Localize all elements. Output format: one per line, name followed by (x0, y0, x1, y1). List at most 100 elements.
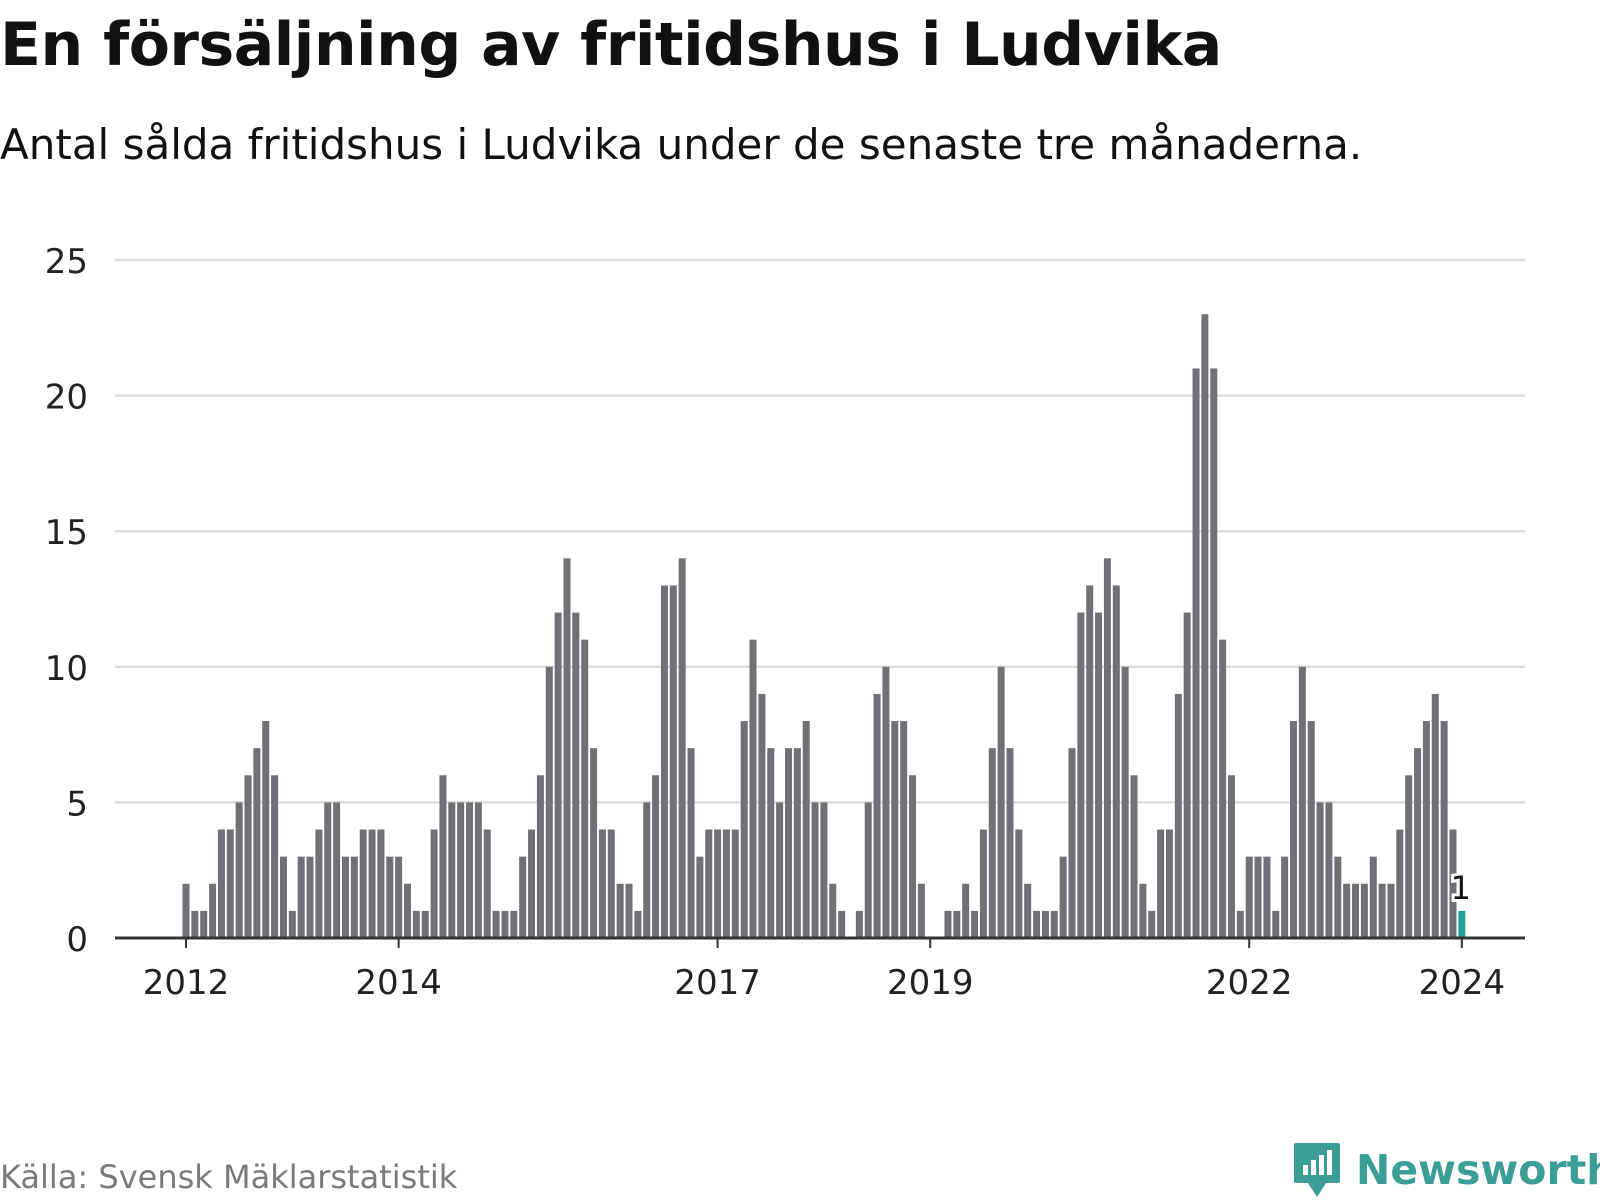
bar (607, 829, 615, 938)
bar (1449, 829, 1457, 938)
bar (625, 883, 633, 938)
bar (182, 883, 190, 938)
bar (962, 883, 970, 938)
bar (1201, 314, 1209, 938)
bar (404, 883, 411, 938)
bar (917, 883, 925, 938)
y-tick-label: 20 (45, 378, 88, 418)
bar (882, 666, 890, 938)
bar (333, 802, 341, 938)
bar (466, 802, 474, 938)
x-tick-label: 2017 (674, 963, 761, 1003)
bar (1263, 856, 1271, 938)
bar (979, 829, 987, 938)
bar (1440, 721, 1448, 938)
bar (652, 775, 660, 938)
bar (217, 829, 225, 938)
bar (776, 802, 784, 938)
bar (616, 883, 624, 938)
bar (1112, 585, 1120, 938)
x-tick-label: 2022 (1206, 963, 1293, 1003)
bar (1245, 856, 1253, 938)
bar (811, 802, 819, 938)
bar (1360, 883, 1368, 938)
bar (510, 910, 518, 938)
bar (1033, 910, 1041, 938)
bar (678, 558, 686, 938)
bar (350, 856, 358, 938)
bar (1165, 829, 1173, 938)
bar (1254, 856, 1262, 938)
bar (412, 910, 420, 938)
source-note: Källa: Svensk Mäklarstatistik (0, 1158, 458, 1196)
bar (714, 829, 722, 938)
x-tick-label: 2019 (887, 963, 974, 1003)
bar (1422, 721, 1430, 938)
bar (669, 585, 677, 938)
y-tick-label: 25 (45, 242, 88, 282)
chart-title: En försäljning av fritidshus i Ludvika (0, 10, 1222, 80)
bar (864, 802, 872, 938)
bar (1369, 856, 1377, 938)
bar (430, 829, 438, 938)
bar (643, 802, 651, 938)
chart-subtitle: Antal sålda fritidshus i Ludvika under d… (0, 120, 1363, 169)
bar (448, 802, 456, 938)
bar (271, 775, 279, 938)
bar (1236, 910, 1244, 938)
bar (1183, 612, 1191, 938)
bar (793, 748, 801, 938)
bar (474, 802, 482, 938)
y-tick-label: 15 (45, 513, 88, 553)
bar (634, 910, 642, 938)
bar (598, 829, 606, 938)
brand[interactable]: Newsworthy (1292, 1140, 1600, 1200)
bar-chart: 0 5 10 15 20 25 2012 2014 2017 2019 2022 2024 1 (45, 242, 1525, 1003)
bar (315, 829, 323, 938)
y-tick-label: 0 (66, 920, 88, 960)
bar (528, 829, 536, 938)
bar (377, 829, 385, 938)
bar (1316, 802, 1324, 938)
bar (909, 775, 917, 938)
bar (191, 910, 199, 938)
bar (1343, 883, 1351, 938)
bar (492, 910, 500, 938)
bar (1405, 775, 1413, 938)
bar (581, 639, 589, 938)
bar (1334, 856, 1342, 938)
bar (1298, 666, 1306, 938)
bar (262, 721, 270, 938)
bar (1290, 721, 1297, 938)
bar (1414, 748, 1422, 938)
bar (802, 721, 810, 938)
bar (891, 721, 899, 938)
bar (900, 721, 908, 938)
newsworthy-logo-icon (1294, 1143, 1340, 1197)
bar (740, 721, 748, 938)
bar (209, 883, 217, 938)
bar (971, 910, 979, 938)
bar (306, 856, 314, 938)
bar (1059, 856, 1067, 938)
bar (341, 856, 349, 938)
bar (244, 775, 252, 938)
bar (696, 856, 704, 938)
bar (1307, 721, 1315, 938)
bar (253, 748, 261, 938)
bar (590, 748, 598, 938)
bar (386, 856, 394, 938)
bar (1387, 883, 1395, 938)
bar (1103, 558, 1111, 938)
bar (988, 748, 996, 938)
bar (1325, 802, 1333, 938)
bar (660, 585, 668, 938)
bar (483, 829, 491, 938)
bar (1378, 883, 1386, 938)
bar (1041, 910, 1049, 938)
bar (226, 829, 234, 938)
bar (1272, 910, 1280, 938)
bar (279, 856, 287, 938)
bar (572, 612, 580, 938)
bar (1281, 856, 1289, 938)
